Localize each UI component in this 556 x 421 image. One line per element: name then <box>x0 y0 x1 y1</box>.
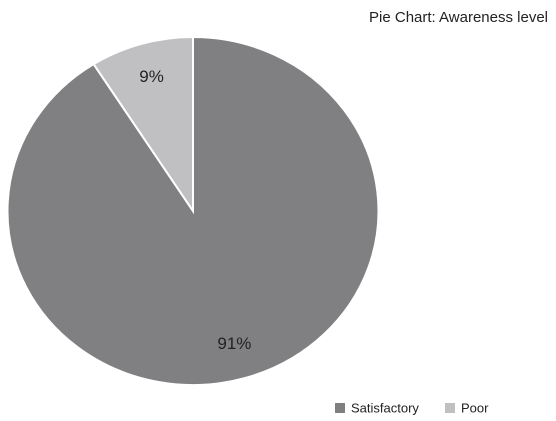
data-label: 91% <box>217 334 251 353</box>
pie-slice <box>92 35 194 215</box>
legend-label: Satisfactory <box>351 400 419 415</box>
legend-swatch <box>445 403 455 413</box>
legend-label: Poor <box>461 400 489 415</box>
data-label: 9% <box>139 67 164 86</box>
chart-title: Pie Chart: Awareness level <box>369 9 548 26</box>
legend-swatch <box>335 403 345 413</box>
